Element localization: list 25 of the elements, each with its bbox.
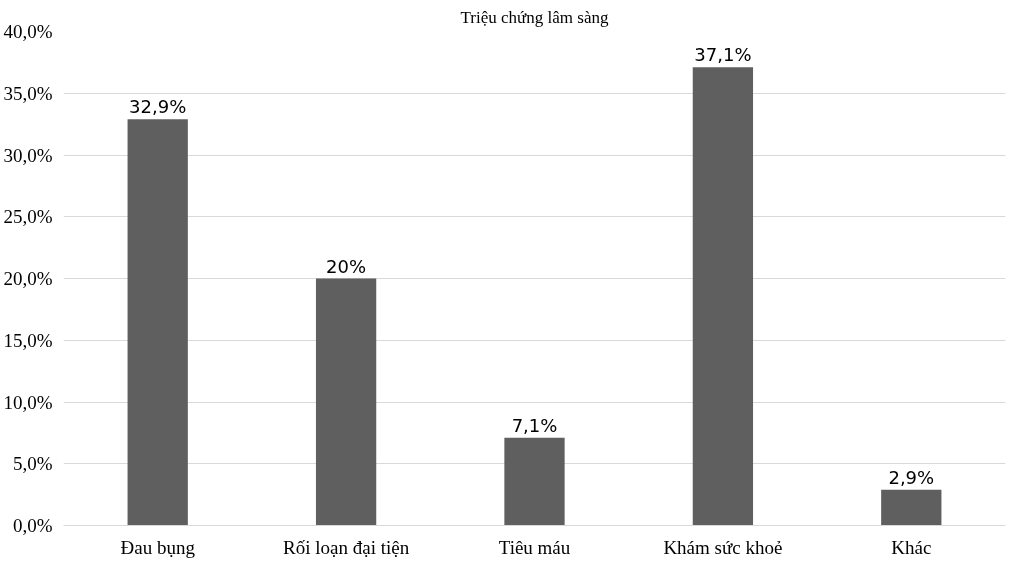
- y-tick-label: 5,0%: [12, 453, 53, 475]
- data-label: 32,9%: [129, 96, 187, 118]
- y-tick-label: 15,0%: [3, 329, 53, 351]
- y-tick-label: 0,0%: [12, 515, 53, 536]
- y-tick-label: 35,0%: [3, 82, 53, 104]
- y-tick-label: 40,0%: [3, 21, 53, 42]
- bar: [315, 278, 377, 526]
- x-tick-label: Tiêu máu: [498, 536, 571, 558]
- x-tick-label: Rối loạn đại tiện: [283, 536, 410, 558]
- bar: [127, 119, 188, 526]
- bar: [504, 437, 565, 526]
- data-label: 37,1%: [694, 44, 752, 66]
- x-tick-label: Khám sức khoẻ: [663, 536, 783, 558]
- y-tick-label: 10,0%: [3, 391, 53, 413]
- data-label: 20%: [326, 255, 367, 277]
- bar: [692, 67, 754, 526]
- y-tick-label: 30,0%: [3, 144, 53, 166]
- chart-title: Triệu chứng lâm sàng: [460, 7, 609, 27]
- y-tick-label: 20,0%: [3, 268, 53, 289]
- x-tick-label: Đau bụng: [120, 536, 196, 558]
- y-tick-label: 25,0%: [3, 206, 53, 228]
- data-label: 2,9%: [888, 466, 935, 488]
- x-tick-label: Khác: [891, 536, 932, 558]
- bar: [881, 489, 942, 526]
- data-label: 7,1%: [511, 414, 558, 436]
